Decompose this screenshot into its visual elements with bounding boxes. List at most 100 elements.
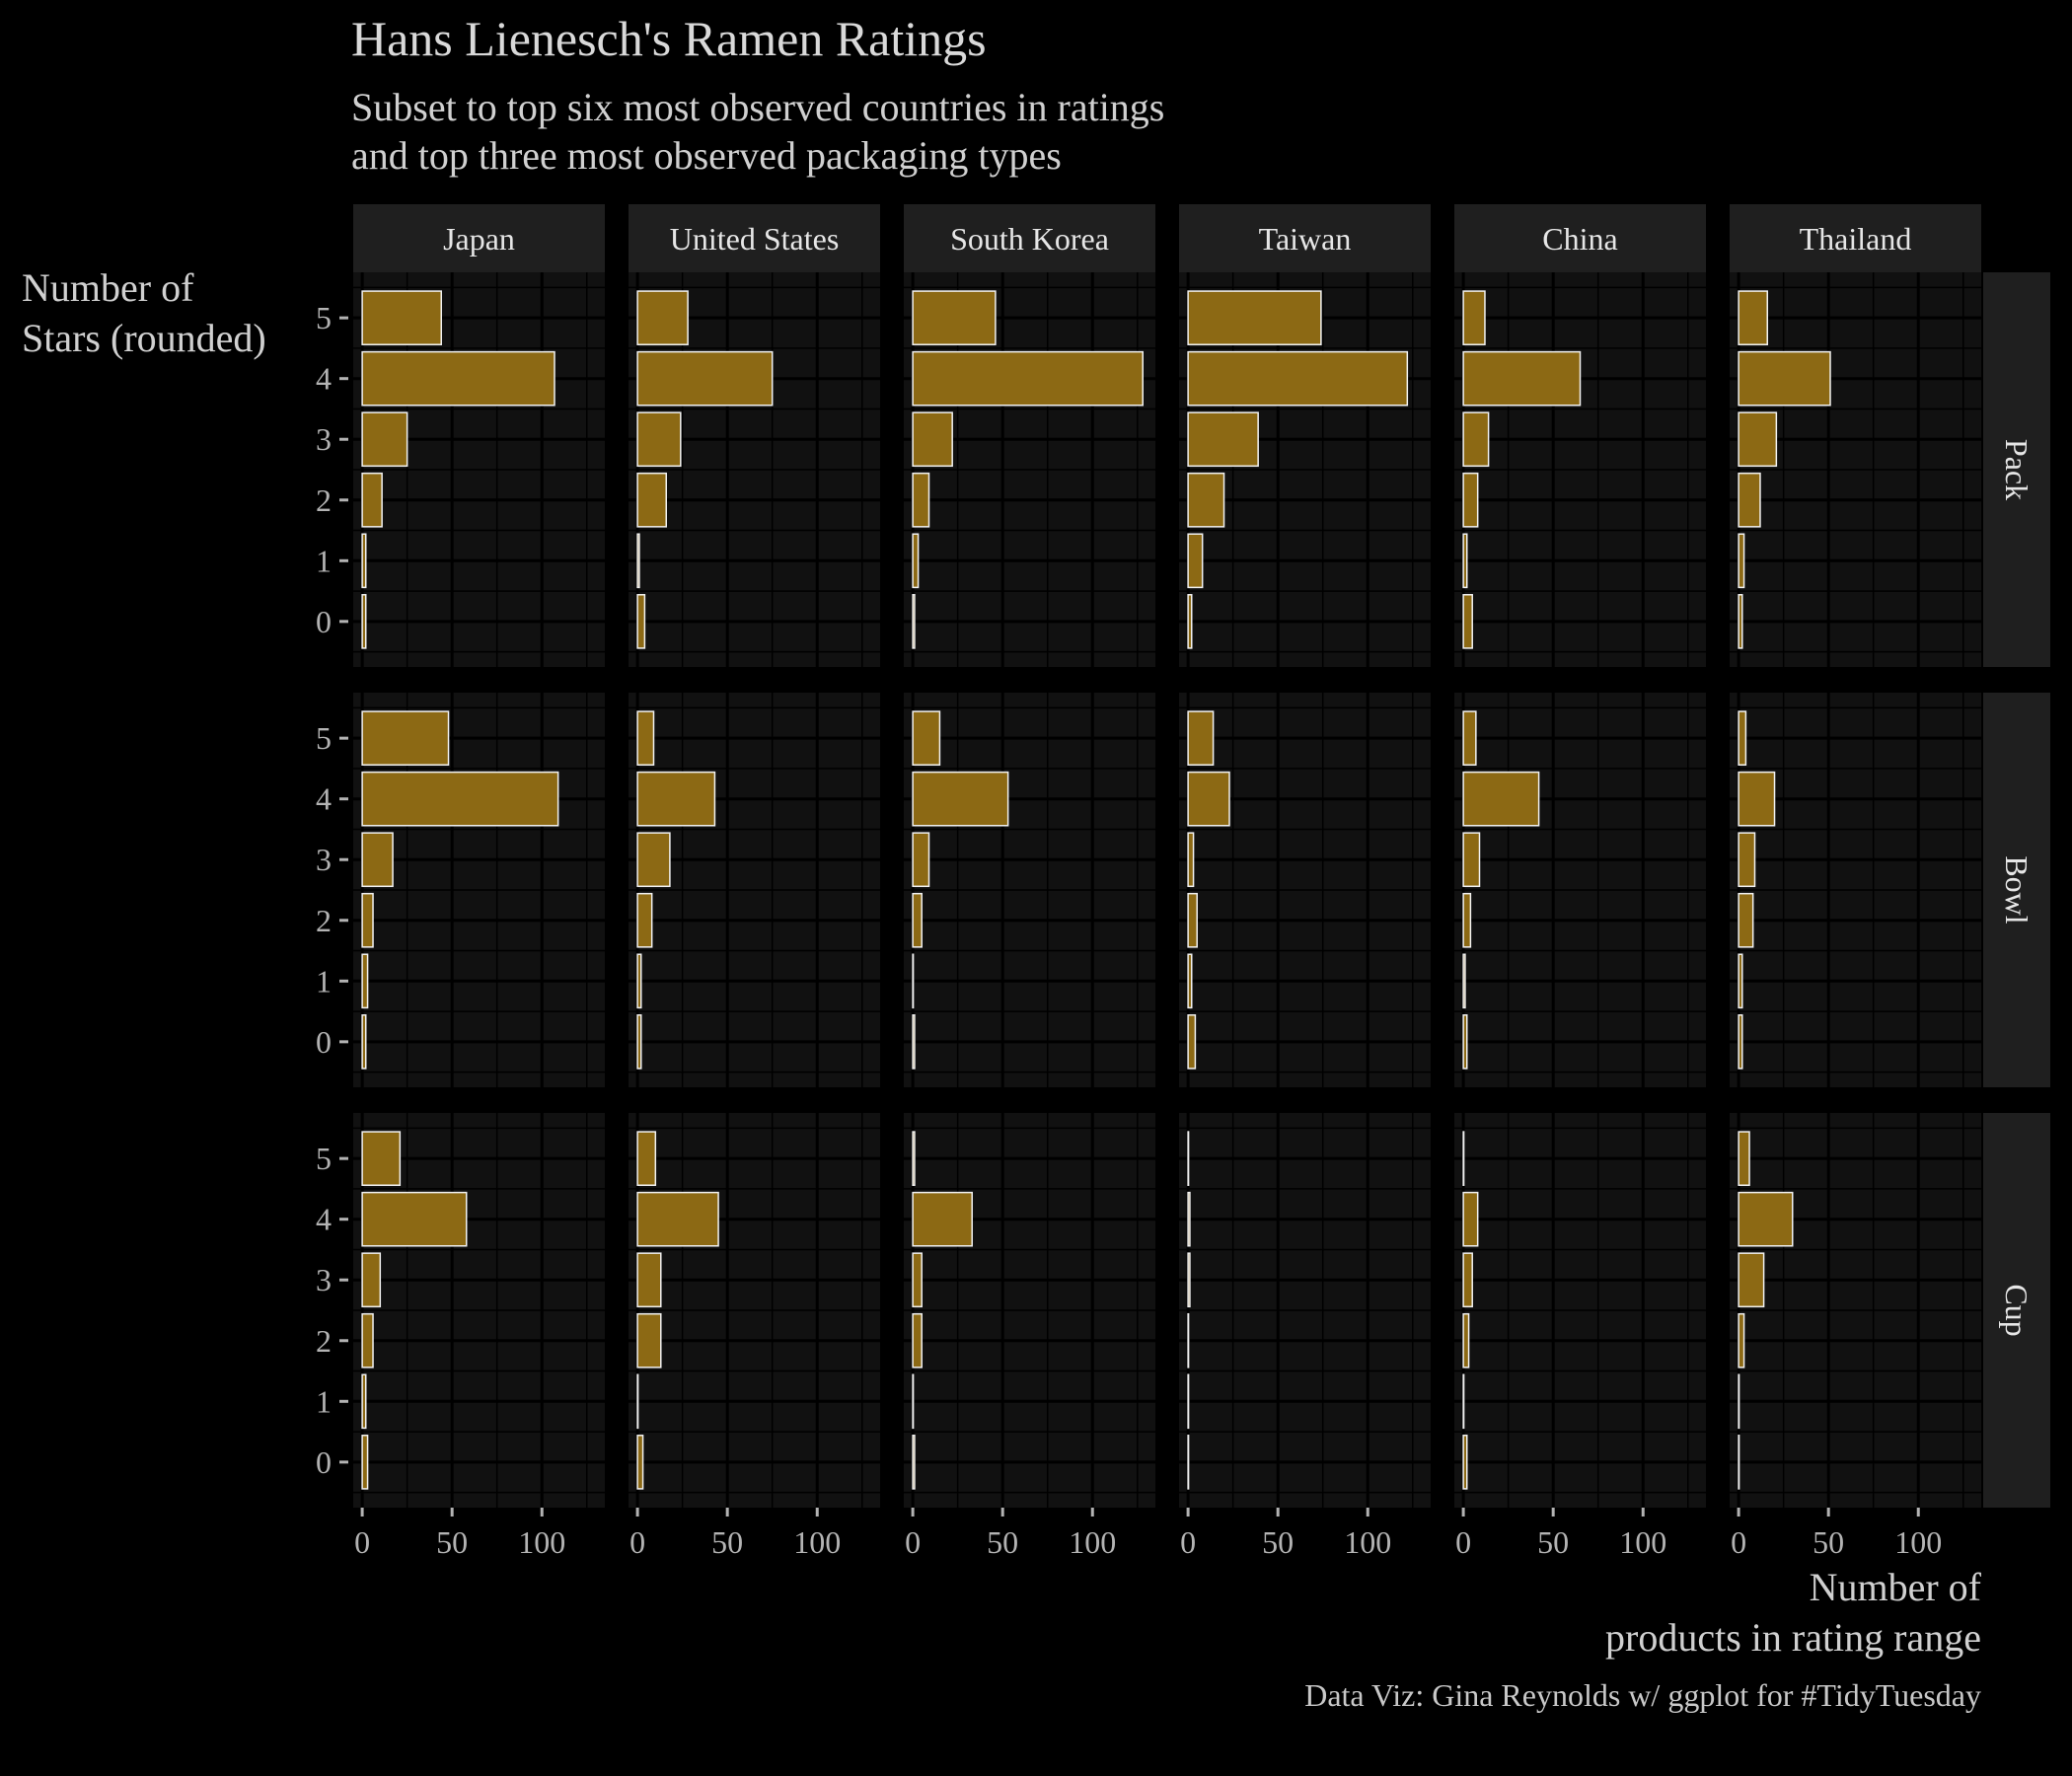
bar-bowl-1	[1187, 953, 1193, 1009]
x-tick-label: 0	[629, 1524, 645, 1560]
bar-pack-1	[912, 533, 920, 589]
bar-bowl-2	[1462, 892, 1472, 948]
x-tick-label: 100	[518, 1524, 565, 1560]
bar-pack-2	[1187, 472, 1225, 528]
y-tick-label: 3	[316, 421, 332, 457]
facet-panel	[1730, 272, 1981, 667]
bar-pack-5	[361, 290, 443, 345]
bar-cup-1	[912, 1373, 915, 1430]
bar-cup-5	[1462, 1131, 1465, 1186]
bar-bowl-5	[1738, 710, 1747, 766]
bar-bowl-4	[912, 771, 1009, 827]
bar-cup-4	[1187, 1191, 1191, 1247]
y-tick-label: 1	[316, 1383, 332, 1419]
bar-bowl-3	[1462, 832, 1481, 888]
bar-bowl-1	[361, 953, 369, 1009]
bar-pack-4	[361, 350, 555, 407]
bar-cup-0	[912, 1435, 916, 1490]
bar-pack-5	[1738, 290, 1769, 345]
facet-strip-column	[1179, 204, 1431, 272]
facet-panel	[1179, 1113, 1431, 1508]
bar-cup-4	[361, 1191, 468, 1247]
y-tick-label: 4	[316, 781, 332, 817]
chart-subtitle: Subset to top six most observed countrie…	[351, 83, 1164, 180]
bar-pack-4	[912, 350, 1144, 407]
y-tick-label: 0	[316, 604, 332, 639]
bar-pack-1	[361, 533, 367, 589]
facet-panel	[353, 693, 605, 1087]
bar-bowl-5	[1187, 710, 1215, 766]
facet-strip-row	[1983, 1113, 2050, 1508]
bar-cup-1	[636, 1373, 639, 1430]
bar-bowl-4	[636, 771, 716, 827]
bar-pack-0	[1187, 594, 1193, 649]
y-tick-label: 5	[316, 300, 332, 335]
bar-cup-4	[636, 1191, 719, 1247]
bar-pack-3	[912, 411, 953, 468]
facet-strip-column	[904, 204, 1155, 272]
bar-bowl-2	[361, 892, 374, 948]
bar-cup-1	[1462, 1373, 1465, 1430]
bar-bowl-3	[361, 832, 394, 888]
bar-bowl-3	[1738, 832, 1756, 888]
bar-pack-3	[1462, 411, 1490, 468]
facet-strip-column	[1454, 204, 1706, 272]
bar-bowl-5	[361, 710, 450, 766]
bar-cup-0	[1462, 1435, 1468, 1490]
facet-strip-label: Thailand	[1800, 221, 1912, 257]
facet-panel	[629, 272, 880, 667]
x-axis-title: Number of products in rating range	[1605, 1562, 1981, 1663]
x-tick-label: 0	[905, 1524, 921, 1560]
bar-bowl-2	[636, 892, 653, 948]
facet-panel	[1730, 693, 1981, 1087]
bar-cup-3	[1738, 1252, 1765, 1308]
bar-pack-1	[1187, 533, 1204, 589]
bar-bowl-2	[912, 892, 923, 948]
x-tick-label: 0	[1455, 1524, 1471, 1560]
x-tick-label: 100	[1619, 1524, 1666, 1560]
x-tick-label: 100	[793, 1524, 841, 1560]
bar-bowl-3	[1187, 832, 1195, 888]
y-tick-label: 4	[316, 361, 332, 397]
bar-cup-5	[636, 1131, 657, 1186]
bar-cup-3	[912, 1252, 923, 1308]
bar-bowl-0	[361, 1014, 367, 1070]
chart-title: Hans Lienesch's Ramen Ratings	[351, 11, 987, 66]
y-tick-label: 2	[316, 482, 332, 518]
x-tick-label: 100	[1069, 1524, 1116, 1560]
bar-pack-1	[1738, 533, 1745, 589]
bar-bowl-5	[1462, 710, 1477, 766]
bar-bowl-2	[1187, 892, 1198, 948]
bar-cup-5	[1187, 1131, 1190, 1186]
facet-strip-row	[1983, 693, 2050, 1087]
x-tick-label: 50	[1537, 1524, 1569, 1560]
bar-bowl-0	[1738, 1014, 1743, 1070]
bar-pack-2	[636, 472, 667, 528]
facet-panel	[1179, 272, 1431, 667]
bar-pack-0	[1462, 594, 1473, 649]
bar-cup-0	[1187, 1435, 1190, 1490]
bar-pack-2	[1738, 472, 1761, 528]
x-tick-label: 50	[987, 1524, 1018, 1560]
y-tick-label: 1	[316, 543, 332, 578]
facet-panel	[904, 1113, 1155, 1508]
facet-strip-column	[353, 204, 605, 272]
facet-strip-label: Japan	[443, 221, 515, 257]
bar-pack-3	[1738, 411, 1778, 468]
x-tick-label: 100	[1344, 1524, 1391, 1560]
bar-cup-2	[636, 1312, 662, 1369]
bar-cup-5	[361, 1131, 402, 1186]
bar-pack-4	[1187, 350, 1409, 407]
bar-cup-4	[1462, 1191, 1479, 1247]
bar-pack-0	[361, 594, 367, 649]
bar-cup-1	[361, 1373, 367, 1430]
y-axis-title-line-2: Stars (rounded)	[22, 316, 266, 360]
y-tick-label: 3	[316, 842, 332, 877]
bar-cup-0	[361, 1435, 369, 1490]
bar-cup-5	[1738, 1131, 1750, 1186]
facet-panel	[1454, 272, 1706, 667]
facet-strip-row	[1983, 272, 2050, 667]
facet-panel	[1730, 1113, 1981, 1508]
x-axis-title-line-2: products in rating range	[1605, 1615, 1981, 1660]
